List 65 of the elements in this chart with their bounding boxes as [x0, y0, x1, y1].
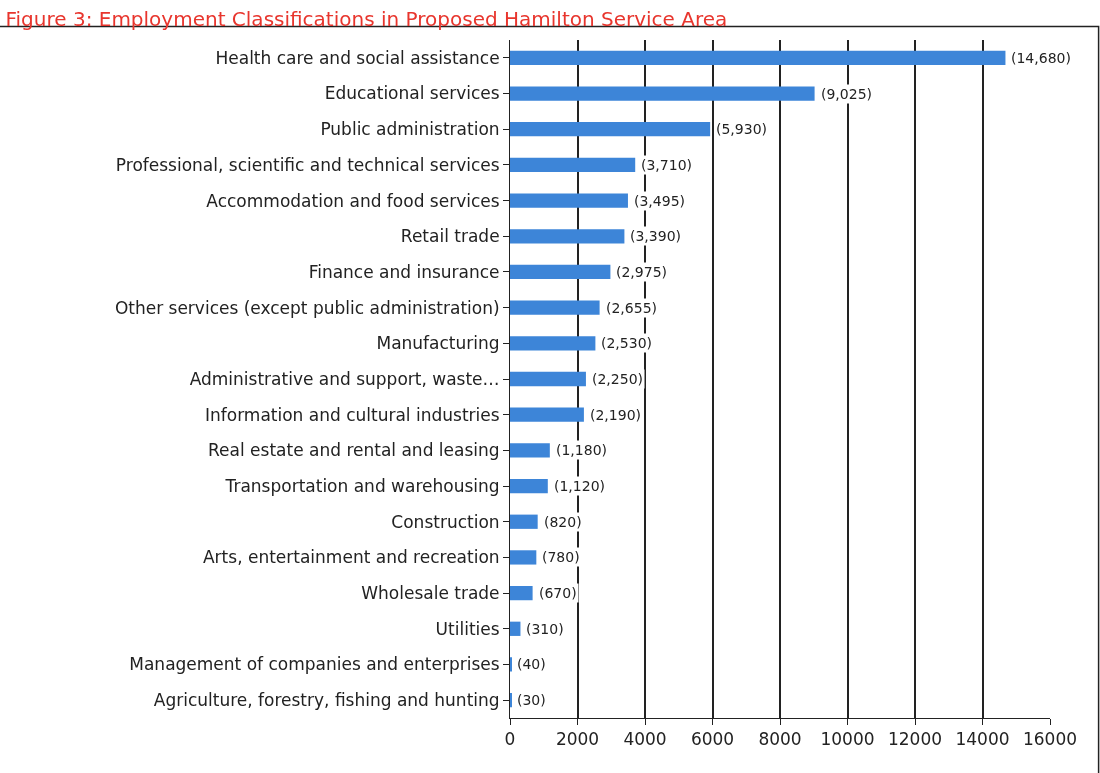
- bar: [510, 229, 625, 244]
- y-tick-label: Public administration: [320, 119, 500, 140]
- data-label: (5,930): [716, 121, 768, 137]
- data-label: (3,390): [630, 228, 682, 244]
- bar: [510, 478, 548, 494]
- data-label: (820): [544, 514, 582, 530]
- data-label: (9,025): [821, 86, 873, 102]
- bar: [510, 157, 636, 173]
- x-tick-label: 0: [504, 729, 516, 750]
- bar: [510, 371, 586, 387]
- bar: [510, 407, 584, 422]
- y-tick-label: Finance and insurance: [308, 261, 500, 282]
- data-label: (40): [517, 656, 546, 672]
- y-tick-label: Agriculture, forestry, fishing and hunting: [153, 690, 500, 711]
- y-tick-label: Information and cultural industries: [204, 404, 500, 425]
- y-tick-label: Wholesale trade: [361, 583, 500, 604]
- bar: [510, 300, 600, 315]
- x-tick-label: 4000: [623, 729, 667, 750]
- x-tick-label: 10000: [820, 729, 875, 750]
- data-label: (310): [526, 621, 564, 637]
- y-tick-label: Construction: [391, 511, 500, 532]
- bar: [510, 50, 1006, 65]
- y-tick-label: Manufacturing: [376, 333, 500, 354]
- chart-title: Figure 3: Employment Classifications in Proposed Hamilton Service Area: [5, 6, 728, 31]
- y-tick-label: Accommodation and food services: [206, 190, 500, 211]
- bar: [510, 443, 550, 458]
- data-label: (2,190): [590, 407, 642, 423]
- data-label: (670): [539, 585, 577, 601]
- y-tick-label: Administrative and support, waste…: [189, 368, 500, 389]
- y-tick-label: Management of companies and enterprises: [129, 654, 500, 675]
- y-tick-label: Real estate and rental and leasing: [208, 440, 500, 461]
- x-tick-label: 8000: [758, 729, 802, 750]
- x-tick-label: 16000: [1022, 729, 1078, 750]
- bar: [510, 264, 611, 280]
- bar: [510, 585, 533, 601]
- data-label: (2,250): [592, 371, 644, 387]
- y-tick-label: Other services (except public administration): [114, 297, 500, 318]
- x-tick-label: 6000: [690, 729, 735, 750]
- data-label: (14,680): [1011, 50, 1071, 66]
- y-tick-label: Health care and social assistance: [215, 47, 500, 68]
- y-tick-label: Utilities: [435, 618, 500, 639]
- y-tick-label: Arts, entertainment and recreation: [202, 547, 500, 568]
- y-tick-label: Professional, scientific and technical services: [115, 154, 500, 175]
- data-label: (2,975): [616, 264, 668, 280]
- y-tick-label: Transportation and warehousing: [224, 476, 500, 496]
- x-tick-label: 12000: [887, 729, 943, 750]
- bar: [510, 514, 538, 529]
- data-label: (2,655): [606, 300, 658, 316]
- data-label: (3,495): [634, 193, 686, 209]
- data-label: (780): [542, 549, 580, 565]
- x-tick-label: 14000: [955, 729, 1010, 750]
- data-label: (1,180): [556, 442, 608, 458]
- bar: [510, 122, 711, 137]
- data-label: (1,120): [554, 478, 606, 494]
- bar: [510, 86, 815, 101]
- bar: [510, 621, 521, 636]
- data-label: (2,530): [601, 335, 653, 351]
- data-label: (3,710): [641, 157, 693, 173]
- data-label: (30): [517, 692, 546, 708]
- bar: [510, 550, 537, 565]
- bar: [510, 193, 628, 208]
- bar: [510, 336, 596, 351]
- y-tick-label: Retail trade: [400, 226, 500, 247]
- x-tick-label: 2000: [555, 729, 600, 750]
- y-tick-label: Educational services: [324, 83, 500, 104]
